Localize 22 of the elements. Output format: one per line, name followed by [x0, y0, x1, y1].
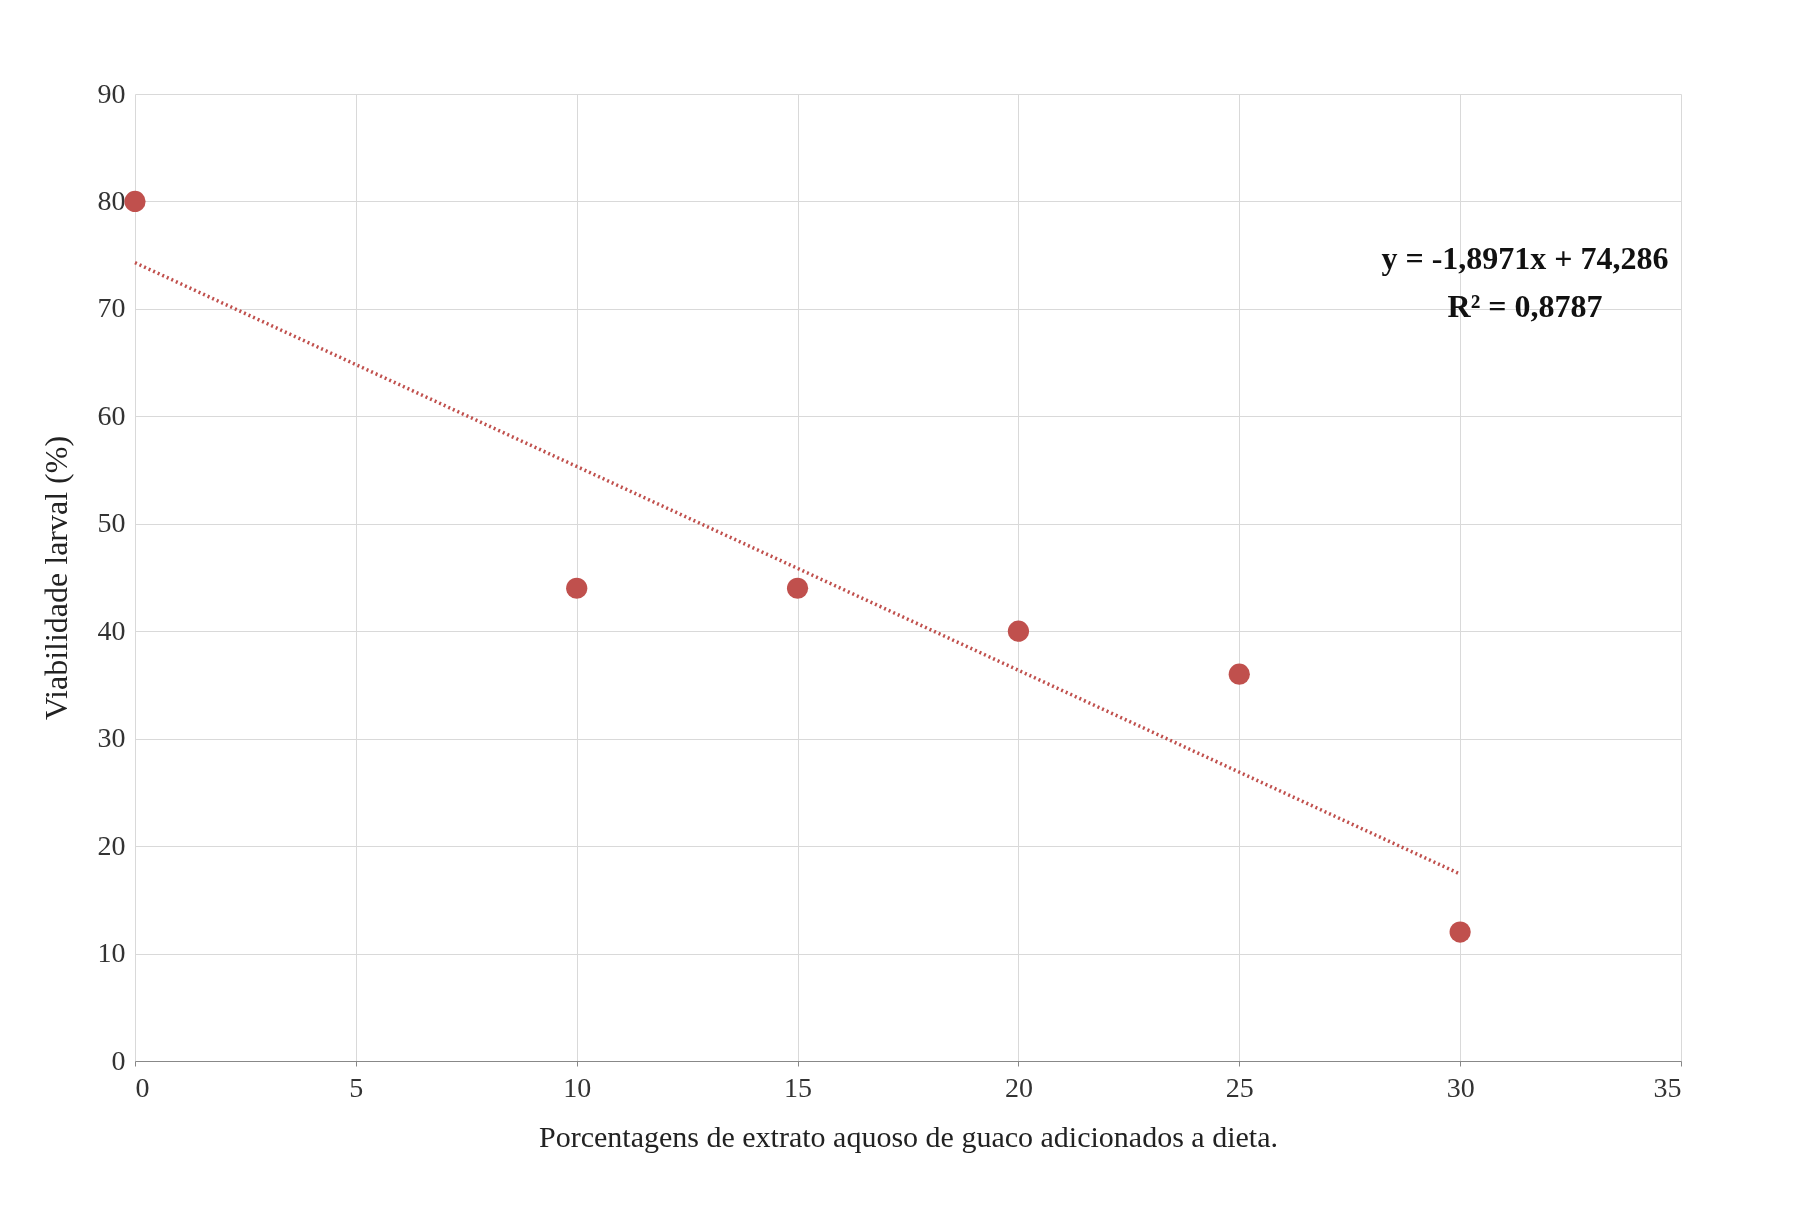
- y-tick-label: 10: [97, 937, 126, 969]
- x-tick-label: 20: [1004, 1071, 1033, 1103]
- y-tick-label: 60: [97, 399, 126, 431]
- x-tick-label: 5: [349, 1071, 364, 1103]
- x-tick-label: 35: [1653, 1071, 1682, 1103]
- x-tick-label: 15: [784, 1071, 813, 1103]
- y-tick-label: 90: [97, 77, 126, 109]
- annotation: y = -1,8971x + 74,286: [1381, 240, 1669, 276]
- y-tick-label: 70: [97, 292, 126, 324]
- y-tick-label: 40: [97, 614, 126, 646]
- y-tick-label: 50: [97, 507, 126, 539]
- y-tick-label: 20: [97, 829, 126, 861]
- x-tick-label: 0: [135, 1071, 150, 1103]
- x-axis-title: Porcentagens de extrato aquoso de guaco adicionados a dieta.: [539, 1119, 1278, 1153]
- annotation: R² = 0,8787: [1447, 288, 1603, 324]
- x-tick-label: 10: [563, 1071, 592, 1103]
- y-tick-label: 0: [111, 1044, 126, 1076]
- y-tick-label: 30: [97, 722, 126, 754]
- y-axis-title: Viabilidade larval (%): [37, 435, 74, 721]
- y-tick-label: 80: [97, 184, 126, 216]
- x-tick-label: 30: [1446, 1071, 1475, 1103]
- x-tick-label: 25: [1225, 1071, 1254, 1103]
